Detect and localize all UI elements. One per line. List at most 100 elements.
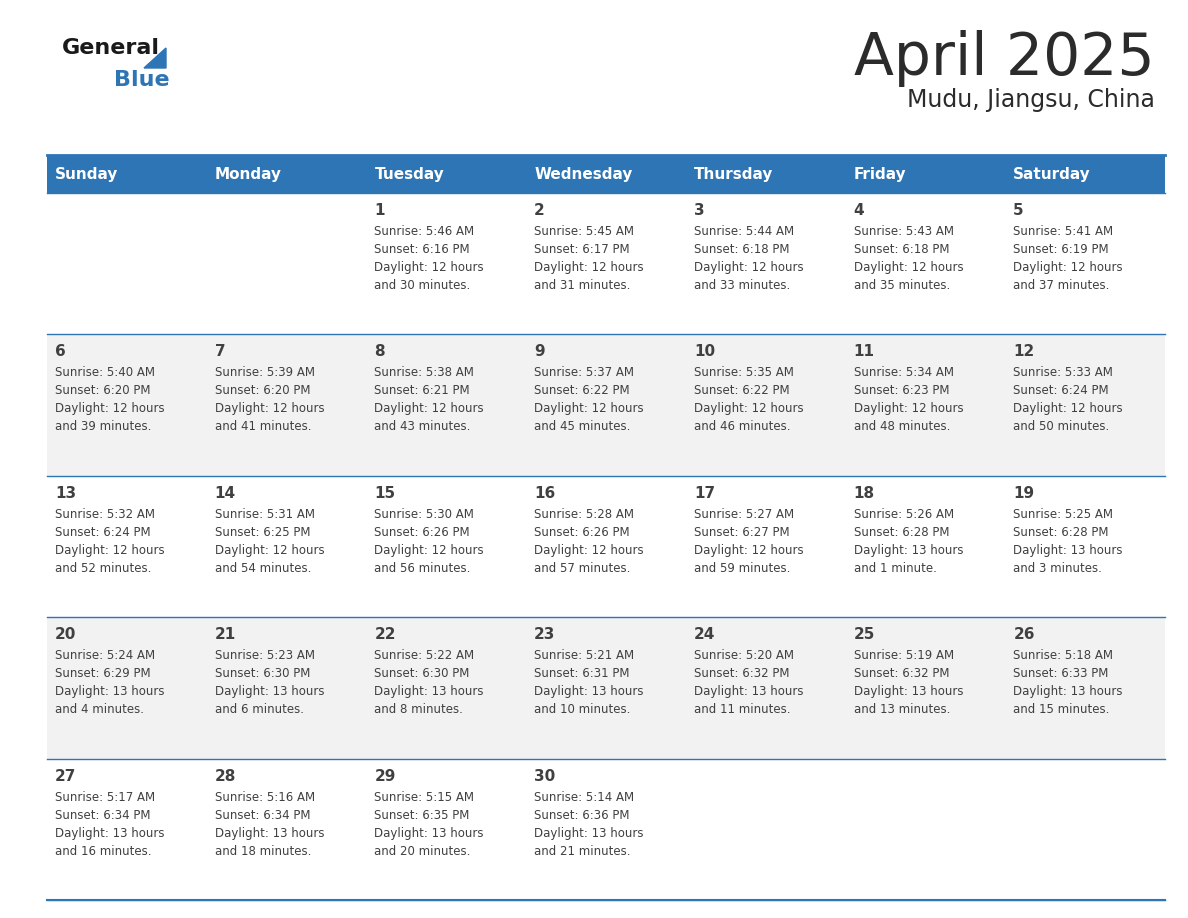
Bar [48, 758, 1165, 900]
Text: and 3 minutes.: and 3 minutes. [1013, 562, 1102, 575]
Text: Sunset: 6:28 PM: Sunset: 6:28 PM [1013, 526, 1108, 539]
Text: and 37 minutes.: and 37 minutes. [1013, 279, 1110, 292]
Text: Sunrise: 5:34 AM: Sunrise: 5:34 AM [853, 366, 954, 379]
Text: 8: 8 [374, 344, 385, 360]
Text: and 35 minutes.: and 35 minutes. [853, 279, 950, 292]
Text: Sunrise: 5:43 AM: Sunrise: 5:43 AM [853, 225, 954, 238]
Text: and 13 minutes.: and 13 minutes. [853, 703, 950, 716]
Text: Thursday: Thursday [694, 166, 773, 182]
Text: Daylight: 12 hours: Daylight: 12 hours [374, 402, 484, 416]
Text: Saturday: Saturday [1013, 166, 1091, 182]
Text: 21: 21 [215, 627, 236, 643]
Text: 20: 20 [55, 627, 76, 643]
Text: Sunrise: 5:33 AM: Sunrise: 5:33 AM [1013, 366, 1113, 379]
Text: Daylight: 13 hours: Daylight: 13 hours [694, 685, 803, 699]
Text: 4: 4 [853, 203, 864, 218]
Text: April 2025: April 2025 [854, 30, 1155, 87]
Text: 11: 11 [853, 344, 874, 360]
Text: Daylight: 12 hours: Daylight: 12 hours [694, 261, 803, 274]
Bar [48, 476, 1165, 617]
Text: and 18 minutes.: and 18 minutes. [215, 845, 311, 857]
Text: Sunset: 6:31 PM: Sunset: 6:31 PM [535, 667, 630, 680]
Text: Daylight: 12 hours: Daylight: 12 hours [1013, 261, 1123, 274]
Text: Sunrise: 5:15 AM: Sunrise: 5:15 AM [374, 790, 474, 803]
Text: Sunset: 6:22 PM: Sunset: 6:22 PM [694, 385, 790, 397]
Text: Sunset: 6:35 PM: Sunset: 6:35 PM [374, 809, 469, 822]
Text: and 54 minutes.: and 54 minutes. [215, 562, 311, 575]
Text: Sunset: 6:17 PM: Sunset: 6:17 PM [535, 243, 630, 256]
Text: Sunrise: 5:40 AM: Sunrise: 5:40 AM [55, 366, 154, 379]
Text: and 11 minutes.: and 11 minutes. [694, 703, 790, 716]
Text: Sunrise: 5:19 AM: Sunrise: 5:19 AM [853, 649, 954, 662]
Text: Daylight: 13 hours: Daylight: 13 hours [853, 543, 963, 557]
Text: Sunrise: 5:45 AM: Sunrise: 5:45 AM [535, 225, 634, 238]
Text: and 21 minutes.: and 21 minutes. [535, 845, 631, 857]
Text: Daylight: 13 hours: Daylight: 13 hours [1013, 685, 1123, 699]
Text: 23: 23 [535, 627, 556, 643]
Text: 25: 25 [853, 627, 874, 643]
Text: Sunrise: 5:22 AM: Sunrise: 5:22 AM [374, 649, 474, 662]
Text: Daylight: 13 hours: Daylight: 13 hours [374, 685, 484, 699]
Text: 19: 19 [1013, 486, 1035, 501]
Text: 27: 27 [55, 768, 76, 784]
Text: Sunrise: 5:24 AM: Sunrise: 5:24 AM [55, 649, 156, 662]
Text: Sunset: 6:29 PM: Sunset: 6:29 PM [55, 667, 151, 680]
Text: Daylight: 13 hours: Daylight: 13 hours [215, 685, 324, 699]
Text: and 20 minutes.: and 20 minutes. [374, 845, 470, 857]
Text: Sunrise: 5:31 AM: Sunrise: 5:31 AM [215, 508, 315, 521]
Text: 24: 24 [694, 627, 715, 643]
Text: 17: 17 [694, 486, 715, 501]
Text: 30: 30 [535, 768, 556, 784]
Text: Daylight: 12 hours: Daylight: 12 hours [215, 402, 324, 416]
Text: Daylight: 12 hours: Daylight: 12 hours [694, 402, 803, 416]
Text: Daylight: 12 hours: Daylight: 12 hours [55, 543, 165, 557]
Text: Sunset: 6:34 PM: Sunset: 6:34 PM [55, 809, 151, 822]
Text: Daylight: 12 hours: Daylight: 12 hours [694, 543, 803, 557]
Text: and 45 minutes.: and 45 minutes. [535, 420, 631, 433]
Text: 12: 12 [1013, 344, 1035, 360]
Text: and 31 minutes.: and 31 minutes. [535, 279, 631, 292]
Text: Sunset: 6:22 PM: Sunset: 6:22 PM [535, 385, 630, 397]
Text: Sunset: 6:34 PM: Sunset: 6:34 PM [215, 809, 310, 822]
Text: 28: 28 [215, 768, 236, 784]
Text: 7: 7 [215, 344, 226, 360]
Text: Daylight: 12 hours: Daylight: 12 hours [374, 543, 484, 557]
Text: Sunrise: 5:35 AM: Sunrise: 5:35 AM [694, 366, 794, 379]
Text: Sunset: 6:26 PM: Sunset: 6:26 PM [535, 526, 630, 539]
Text: Daylight: 12 hours: Daylight: 12 hours [853, 261, 963, 274]
Text: 29: 29 [374, 768, 396, 784]
Text: Daylight: 13 hours: Daylight: 13 hours [535, 685, 644, 699]
Text: and 30 minutes.: and 30 minutes. [374, 279, 470, 292]
Text: Sunset: 6:27 PM: Sunset: 6:27 PM [694, 526, 790, 539]
Text: Sunset: 6:20 PM: Sunset: 6:20 PM [55, 385, 151, 397]
Text: 13: 13 [55, 486, 76, 501]
Text: 26: 26 [1013, 627, 1035, 643]
Text: General: General [62, 38, 160, 58]
Text: Sunrise: 5:30 AM: Sunrise: 5:30 AM [374, 508, 474, 521]
Text: Sunset: 6:33 PM: Sunset: 6:33 PM [1013, 667, 1108, 680]
Bar [48, 155, 1165, 193]
Text: Sunset: 6:19 PM: Sunset: 6:19 PM [1013, 243, 1108, 256]
Text: Sunrise: 5:21 AM: Sunrise: 5:21 AM [535, 649, 634, 662]
Text: 15: 15 [374, 486, 396, 501]
Text: Daylight: 13 hours: Daylight: 13 hours [55, 685, 164, 699]
Text: 18: 18 [853, 486, 874, 501]
Text: Sunrise: 5:20 AM: Sunrise: 5:20 AM [694, 649, 794, 662]
Text: Daylight: 12 hours: Daylight: 12 hours [374, 261, 484, 274]
Text: and 33 minutes.: and 33 minutes. [694, 279, 790, 292]
Text: and 41 minutes.: and 41 minutes. [215, 420, 311, 433]
Text: Daylight: 12 hours: Daylight: 12 hours [535, 261, 644, 274]
Text: and 57 minutes.: and 57 minutes. [535, 562, 631, 575]
Text: Sunrise: 5:25 AM: Sunrise: 5:25 AM [1013, 508, 1113, 521]
Text: Sunrise: 5:14 AM: Sunrise: 5:14 AM [535, 790, 634, 803]
Text: 3: 3 [694, 203, 704, 218]
Text: and 50 minutes.: and 50 minutes. [1013, 420, 1110, 433]
Text: and 48 minutes.: and 48 minutes. [853, 420, 950, 433]
Text: and 43 minutes.: and 43 minutes. [374, 420, 470, 433]
Text: Sunrise: 5:18 AM: Sunrise: 5:18 AM [1013, 649, 1113, 662]
Text: and 4 minutes.: and 4 minutes. [55, 703, 144, 716]
Text: Daylight: 12 hours: Daylight: 12 hours [853, 402, 963, 416]
Text: Daylight: 13 hours: Daylight: 13 hours [215, 826, 324, 840]
Text: Sunset: 6:26 PM: Sunset: 6:26 PM [374, 526, 470, 539]
Text: Sunrise: 5:16 AM: Sunrise: 5:16 AM [215, 790, 315, 803]
